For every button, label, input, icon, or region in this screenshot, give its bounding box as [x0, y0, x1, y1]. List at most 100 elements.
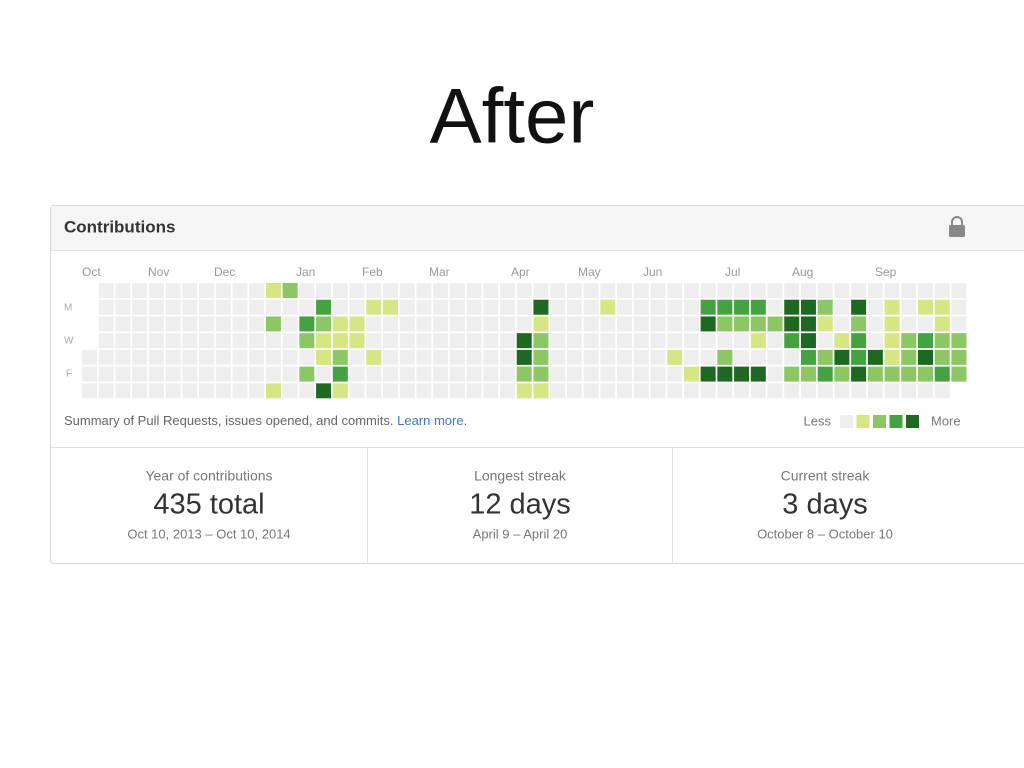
day-cell — [449, 333, 465, 349]
day-cell — [182, 366, 198, 382]
day-cell — [667, 299, 683, 315]
day-cell — [600, 349, 616, 365]
lock-icon — [949, 216, 965, 237]
day-cell — [867, 383, 883, 399]
day-cell — [583, 349, 599, 365]
day-cell — [115, 299, 131, 315]
day-cell — [349, 333, 365, 349]
day-cell — [265, 316, 281, 332]
day-cell — [683, 283, 699, 298]
day-cell — [382, 316, 398, 332]
day-cell — [800, 283, 816, 298]
day-cell — [115, 383, 131, 399]
day-cell — [132, 333, 148, 349]
day-cell — [299, 366, 315, 382]
day-cell — [734, 283, 750, 298]
day-cell — [500, 366, 515, 382]
day-cell — [182, 299, 198, 315]
day-cell — [215, 349, 231, 365]
day-cell — [466, 316, 482, 332]
day-cell — [700, 366, 716, 382]
day-cell — [851, 316, 867, 332]
month-label: Mar — [429, 265, 450, 279]
day-cell — [215, 366, 231, 382]
day-cell — [449, 366, 465, 382]
day-cell — [566, 349, 582, 365]
day-cell — [366, 349, 382, 365]
day-cell — [750, 383, 766, 399]
legend-swatches — [840, 415, 919, 428]
day-cell — [165, 333, 181, 349]
day-cell — [399, 299, 415, 315]
day-cell — [98, 383, 114, 399]
day-cell — [650, 366, 666, 382]
day-cell — [249, 316, 265, 332]
day-cell — [834, 299, 850, 315]
day-cell — [349, 316, 365, 332]
day-cell — [600, 316, 616, 332]
day-cell — [500, 283, 515, 298]
day-cell — [784, 349, 800, 365]
day-cell — [249, 349, 265, 365]
day-cell — [215, 299, 231, 315]
day-cell — [600, 366, 616, 382]
month-label: Jun — [643, 265, 662, 279]
day-cell — [817, 349, 833, 365]
day-cell — [132, 299, 148, 315]
day-cell — [349, 366, 365, 382]
day-cell — [717, 366, 733, 382]
day-cell — [734, 366, 750, 382]
day-cell — [867, 333, 883, 349]
day-cell — [148, 316, 164, 332]
day-cell — [132, 316, 148, 332]
day-cell — [199, 283, 215, 298]
day-cell — [683, 349, 699, 365]
day-cell — [834, 349, 850, 365]
month-label: Aug — [792, 265, 813, 279]
day-cell — [249, 383, 265, 399]
day-cell — [332, 383, 348, 399]
day-cell — [550, 366, 566, 382]
day-cell — [182, 349, 198, 365]
day-cell — [215, 283, 231, 298]
month-label: Feb — [362, 265, 383, 279]
day-cell — [199, 299, 215, 315]
month-label: Jul — [725, 265, 740, 279]
day-cell — [834, 333, 850, 349]
day-cell — [483, 349, 499, 365]
legend-swatch — [840, 415, 853, 428]
day-cell — [299, 316, 315, 332]
day-cell — [817, 383, 833, 399]
day-cell — [98, 316, 114, 332]
day-cell — [533, 333, 549, 349]
day-cell — [182, 283, 198, 298]
day-cell — [399, 333, 415, 349]
day-cell — [148, 349, 164, 365]
day-cell — [299, 283, 315, 298]
day-cell — [316, 316, 332, 332]
month-label: Apr — [511, 265, 530, 279]
stat-label: Year of contributions — [145, 468, 272, 484]
day-cell — [884, 349, 900, 365]
day-cell — [433, 366, 449, 382]
day-cell — [232, 383, 248, 399]
day-cell — [366, 366, 382, 382]
stat-value: 12 days — [469, 489, 571, 521]
day-cell — [215, 316, 231, 332]
day-cell — [784, 316, 800, 332]
day-cell — [366, 383, 382, 399]
day-cell — [800, 316, 816, 332]
day-cell — [901, 316, 917, 332]
day-cell — [332, 366, 348, 382]
day-cell — [633, 366, 649, 382]
day-cell — [934, 349, 950, 365]
day-cell — [249, 333, 265, 349]
day-cell — [901, 299, 917, 315]
day-cell — [901, 349, 917, 365]
day-cell — [500, 349, 515, 365]
learn-more-link[interactable]: Learn more — [397, 413, 463, 428]
day-cell — [951, 366, 967, 382]
day-cell — [851, 383, 867, 399]
day-cell — [951, 316, 967, 332]
day-cell — [433, 283, 449, 298]
